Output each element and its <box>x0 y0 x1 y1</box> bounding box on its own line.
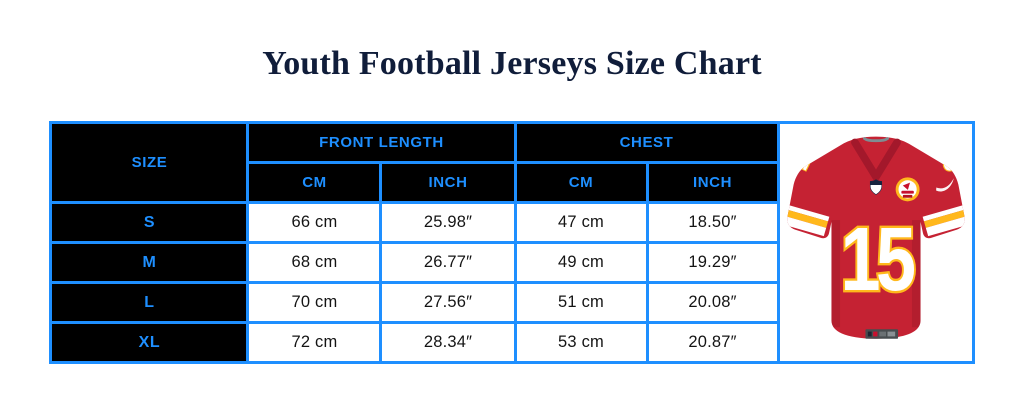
jersey-image: 15 15 <box>782 126 970 359</box>
svg-text:15: 15 <box>840 209 914 309</box>
size-cell: M <box>49 241 250 285</box>
size-cell: XL <box>49 321 250 365</box>
header-front-length: FRONT LENGTH <box>246 121 517 165</box>
front-inch-cell: 25.98″ <box>379 201 517 245</box>
front-cm-cell: 66 cm <box>246 201 383 245</box>
front-cm-cell: 70 cm <box>246 281 383 325</box>
jock-tag <box>864 328 898 339</box>
front-inch-cell: 28.34″ <box>379 321 517 365</box>
collar-back-trim <box>862 136 889 142</box>
table-row: M 68 cm 26.77″ 49 cm 19.29″ <box>49 241 973 285</box>
size-cell: S <box>49 201 250 245</box>
header-size: SIZE <box>49 121 250 205</box>
header-front-inch: INCH <box>379 161 517 205</box>
header-front-cm: CM <box>246 161 383 205</box>
chest-inch-cell: 20.87″ <box>645 321 780 365</box>
chest-inch-cell: 19.29″ <box>645 241 780 285</box>
table-row: L 70 cm 27.56″ 51 cm 20.08″ <box>49 281 973 325</box>
header-chest: CHEST <box>513 121 780 165</box>
nfl-shield-icon <box>869 179 882 195</box>
chest-cm-cell: 51 cm <box>513 281 649 325</box>
page-title: Youth Football Jerseys Size Chart <box>262 45 762 82</box>
front-inch-cell: 26.77″ <box>379 241 517 285</box>
front-inch-cell: 27.56″ <box>379 281 517 325</box>
chest-inch-cell: 20.08″ <box>645 281 780 325</box>
front-cm-cell: 68 cm <box>246 241 383 285</box>
size-cell: L <box>49 281 250 325</box>
side-panel-shade-right <box>911 219 921 327</box>
chest-cm-cell: 49 cm <box>513 241 649 285</box>
header-row-units: CM INCH CM INCH <box>51 161 973 205</box>
jersey-graphic: 15 15 <box>786 136 965 339</box>
header-chest-inch: INCH <box>645 161 780 205</box>
chest-inch-cell: 18.50″ <box>645 201 780 245</box>
jersey-front-number: 15 <box>838 207 921 312</box>
chiefs-patch-icon <box>895 176 920 201</box>
v-neck-collar <box>850 138 901 181</box>
size-chart-table: SIZE FRONT LENGTH CHEST <box>49 121 975 365</box>
header-chest-cm: CM <box>513 161 649 205</box>
chest-cm-cell: 53 cm <box>513 321 649 365</box>
side-panel-shade-left <box>830 219 840 327</box>
nike-swoosh-icon <box>935 177 954 192</box>
jersey-cell: 15 15 <box>776 121 975 365</box>
jersey-body <box>786 136 965 339</box>
table-row: XL 72 cm 28.34″ 53 cm 20.87″ <box>49 321 973 365</box>
front-cm-cell: 72 cm <box>246 321 383 365</box>
chest-cm-cell: 47 cm <box>513 201 649 245</box>
table-row: S 66 cm 25.98″ 47 cm 18.50″ <box>49 201 973 245</box>
header-row-groups: SIZE FRONT LENGTH CHEST <box>49 121 975 365</box>
